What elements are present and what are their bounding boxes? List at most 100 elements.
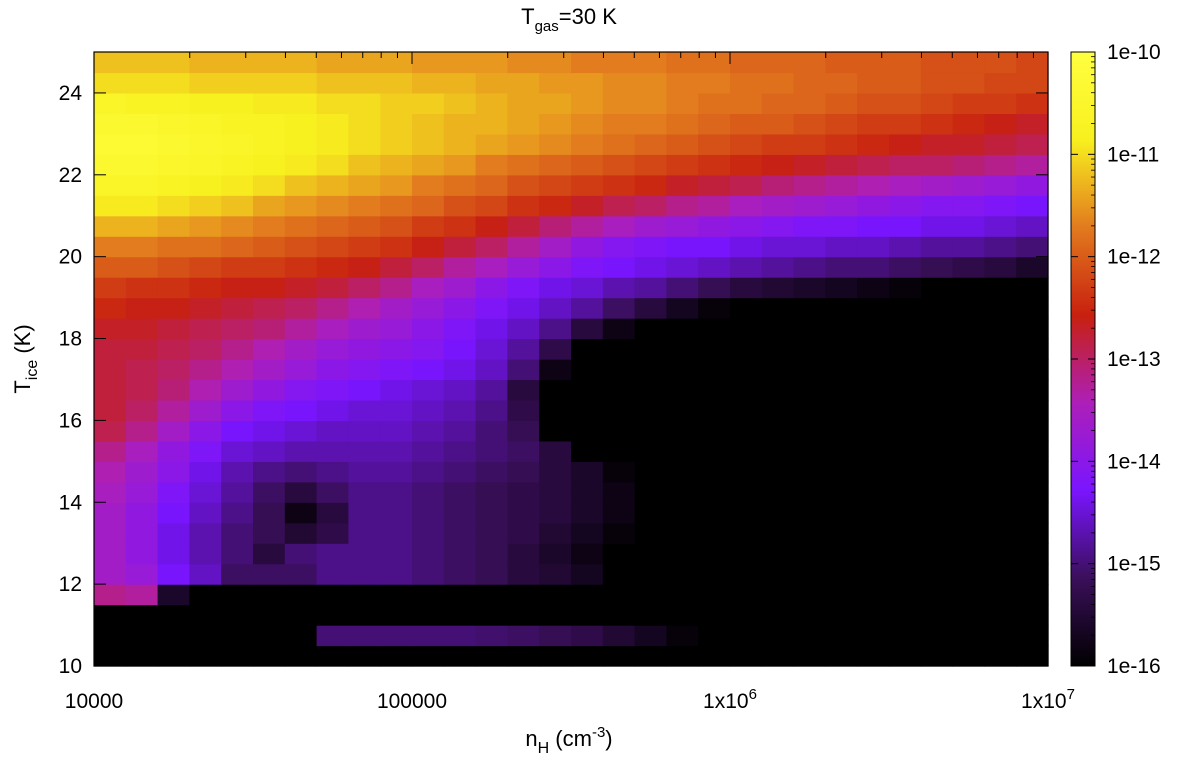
y-axis-label: Tice (K) (10, 324, 41, 393)
heatmap-cell (284, 379, 318, 401)
heatmap-cell (443, 113, 477, 135)
heatmap-cell (189, 133, 222, 155)
heatmap-cell (761, 379, 795, 401)
x-axis-label: nH (cm-3) (525, 724, 612, 757)
heatmap-cell (348, 584, 381, 606)
heatmap-cell (475, 338, 508, 360)
heatmap-cell (380, 195, 413, 217)
heatmap-cell (348, 72, 381, 94)
heatmap-cell (889, 318, 922, 340)
heatmap-cell (793, 318, 826, 340)
heatmap-cell (539, 52, 572, 74)
heatmap-cell (761, 502, 795, 524)
heatmap-cell (94, 72, 127, 94)
heatmap-cell (857, 195, 890, 217)
heatmap-cell (412, 584, 445, 606)
heatmap-cell (157, 420, 190, 442)
heatmap-cell (221, 604, 254, 626)
heatmap-cell (730, 297, 763, 319)
heatmap-cell (253, 461, 286, 483)
heatmap-cell (825, 277, 858, 299)
heatmap-cell (761, 399, 795, 421)
heatmap-cell (253, 154, 286, 176)
heatmap-cell (920, 584, 954, 606)
heatmap-cell (602, 318, 636, 340)
heatmap-cell (666, 297, 699, 319)
heatmap-cell (698, 215, 731, 237)
heatmap-cell (125, 522, 159, 544)
heatmap-cell (348, 399, 381, 421)
heatmap-cell (698, 481, 731, 503)
heatmap-cell (857, 92, 890, 114)
heatmap-cell (475, 625, 508, 647)
heatmap-cell (94, 420, 127, 442)
heatmap-cell (539, 318, 572, 340)
heatmap-cell (857, 52, 890, 74)
heatmap-cell (825, 543, 858, 565)
heatmap-cell (380, 522, 413, 544)
heatmap-cell (284, 277, 318, 299)
heatmap-cell (316, 72, 349, 94)
heatmap-cell (825, 133, 858, 155)
heatmap-cell (1016, 72, 1049, 94)
heatmap-cell (793, 52, 826, 74)
heatmap-cell (730, 174, 763, 196)
heatmap-cell (730, 236, 763, 258)
heatmap-cell (221, 584, 254, 606)
heatmap-cell (857, 604, 890, 626)
heatmap-cell (571, 154, 604, 176)
heatmap-cell (221, 625, 254, 647)
heatmap-cell (94, 215, 127, 237)
heatmap-cell (284, 625, 318, 647)
heatmap-cell (761, 461, 795, 483)
heatmap-cell (125, 318, 159, 340)
heatmap-cell (475, 236, 508, 258)
heatmap-cell (1016, 522, 1049, 544)
heatmap-cell (316, 522, 349, 544)
heatmap-cell (825, 154, 858, 176)
heatmap-cell (284, 236, 318, 258)
heatmap-cell (698, 154, 731, 176)
heatmap-cell (602, 174, 636, 196)
heatmap-cell (1016, 543, 1049, 565)
heatmap-cell (125, 215, 159, 237)
heatmap-cell (284, 256, 318, 278)
heatmap-cell (189, 440, 222, 462)
heatmap-cell (94, 256, 127, 278)
heatmap-cell (793, 604, 826, 626)
heatmap-cell (793, 236, 826, 258)
heatmap-cell (475, 52, 508, 74)
heatmap-cell (412, 645, 445, 667)
heatmap-cell (125, 52, 159, 74)
heatmap-cell (761, 543, 795, 565)
heatmap-cell (761, 52, 795, 74)
heatmap-cell (698, 379, 731, 401)
heatmap-cell (316, 256, 349, 278)
heatmap-cell (348, 338, 381, 360)
heatmap-cell (698, 256, 731, 278)
heatmap-cell (507, 256, 540, 278)
heatmap-cell (857, 502, 890, 524)
heatmap-cell (984, 195, 1017, 217)
heatmap-cell (952, 215, 985, 237)
heatmap-cell (189, 338, 222, 360)
heatmap-cell (412, 461, 445, 483)
heatmap-cell (1016, 379, 1049, 401)
heatmap-cell (348, 563, 381, 585)
heatmap-cell (825, 72, 858, 94)
heatmap-cell (380, 604, 413, 626)
heatmap-cell (94, 399, 127, 421)
heatmap-cell (857, 277, 890, 299)
heatmap-cell (698, 338, 731, 360)
heatmap-cell (825, 645, 858, 667)
heatmap-cell (1016, 420, 1049, 442)
heatmap-cell (730, 113, 763, 135)
heatmap-cell (189, 256, 222, 278)
heatmap-cell (666, 92, 699, 114)
heatmap-cell (316, 174, 349, 196)
heatmap-cell (952, 174, 985, 196)
heatmap-cell (889, 584, 922, 606)
heatmap-cell (284, 113, 318, 135)
heatmap-cell (889, 256, 922, 278)
